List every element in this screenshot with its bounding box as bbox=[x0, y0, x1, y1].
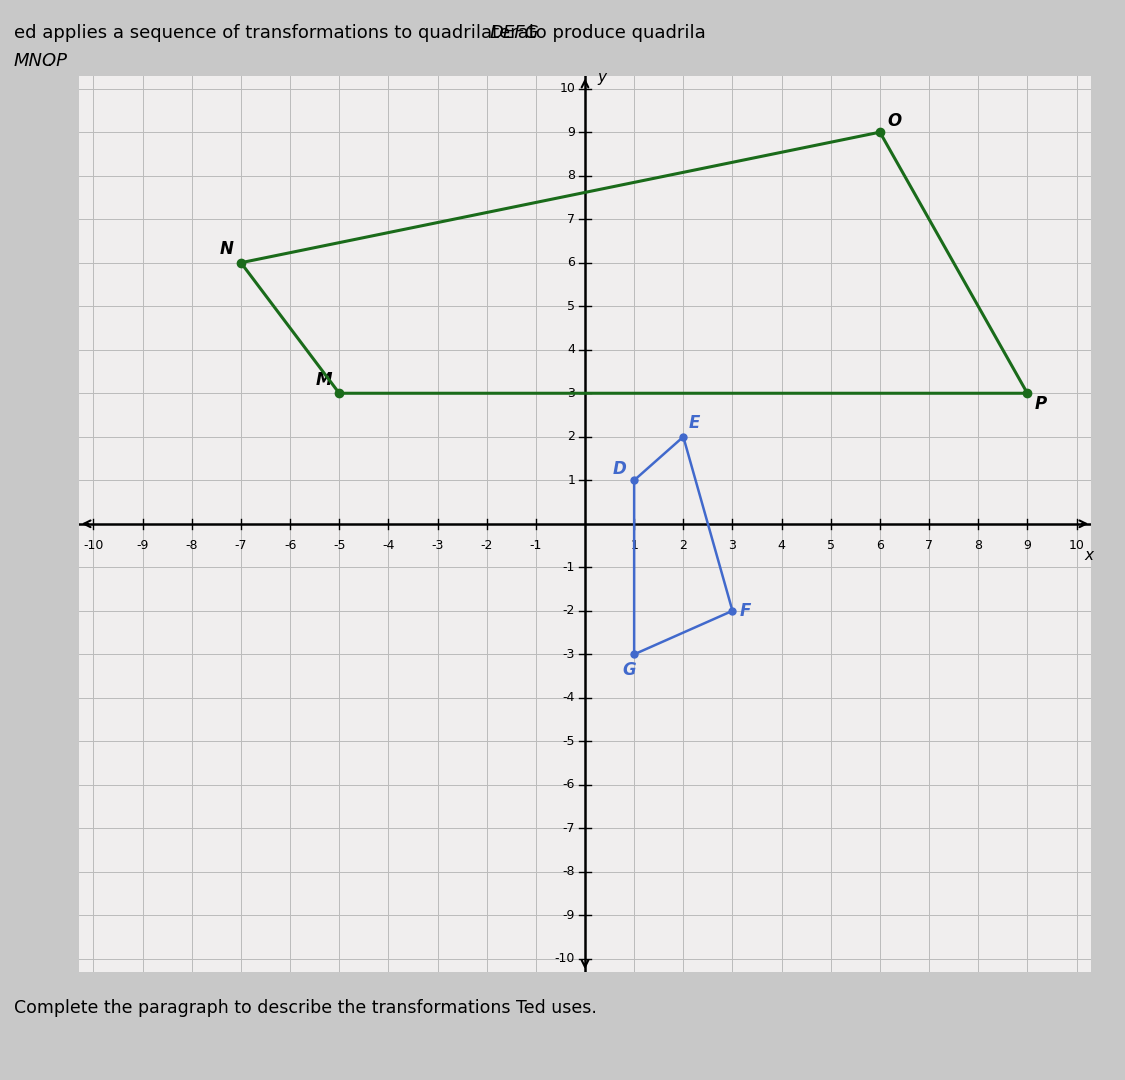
Text: -9: -9 bbox=[136, 539, 148, 552]
Text: 8: 8 bbox=[567, 170, 575, 183]
Text: 10: 10 bbox=[1069, 539, 1084, 552]
Text: -8: -8 bbox=[186, 539, 198, 552]
Text: -5: -5 bbox=[562, 734, 575, 747]
Text: 3: 3 bbox=[729, 539, 737, 552]
Text: M: M bbox=[315, 370, 332, 389]
Text: O: O bbox=[888, 112, 901, 130]
Text: -3: -3 bbox=[562, 648, 575, 661]
Text: -8: -8 bbox=[562, 865, 575, 878]
Text: -4: -4 bbox=[562, 691, 575, 704]
Text: -1: -1 bbox=[530, 539, 542, 552]
Text: -7: -7 bbox=[235, 539, 248, 552]
Text: 8: 8 bbox=[974, 539, 982, 552]
Text: -4: -4 bbox=[382, 539, 395, 552]
Text: 5: 5 bbox=[567, 300, 575, 313]
Text: 9: 9 bbox=[567, 125, 575, 138]
Text: -6: -6 bbox=[562, 779, 575, 792]
Text: ed applies a sequence of transformations to quadrilateral: ed applies a sequence of transformations… bbox=[14, 24, 539, 42]
Text: -9: -9 bbox=[562, 909, 575, 922]
Text: MNOP: MNOP bbox=[14, 52, 68, 70]
Text: Complete the paragraph to describe the transformations Ted uses.: Complete the paragraph to describe the t… bbox=[14, 999, 596, 1017]
Text: 4: 4 bbox=[567, 343, 575, 356]
Text: 2: 2 bbox=[567, 430, 575, 443]
Text: F: F bbox=[740, 602, 752, 620]
Text: DEFG: DEFG bbox=[489, 24, 540, 42]
Text: P: P bbox=[1035, 395, 1047, 414]
Text: 1: 1 bbox=[630, 539, 638, 552]
Text: 4: 4 bbox=[777, 539, 785, 552]
Text: 7: 7 bbox=[567, 213, 575, 226]
Text: 10: 10 bbox=[559, 82, 575, 95]
Text: D: D bbox=[613, 460, 627, 478]
Text: E: E bbox=[688, 415, 700, 432]
Text: 6: 6 bbox=[876, 539, 884, 552]
Text: -6: -6 bbox=[284, 539, 296, 552]
Text: 1: 1 bbox=[567, 474, 575, 487]
Text: 6: 6 bbox=[567, 256, 575, 269]
Text: 7: 7 bbox=[925, 539, 933, 552]
Text: -5: -5 bbox=[333, 539, 345, 552]
Text: 5: 5 bbox=[827, 539, 835, 552]
Text: to produce quadrila: to produce quadrila bbox=[523, 24, 705, 42]
Text: G: G bbox=[622, 661, 636, 679]
Text: 2: 2 bbox=[680, 539, 687, 552]
Text: y: y bbox=[597, 70, 606, 85]
Text: 9: 9 bbox=[1024, 539, 1032, 552]
Text: N: N bbox=[219, 241, 234, 258]
Text: -2: -2 bbox=[480, 539, 493, 552]
Text: -3: -3 bbox=[431, 539, 443, 552]
Text: -10: -10 bbox=[83, 539, 104, 552]
Text: -2: -2 bbox=[562, 605, 575, 618]
Text: .: . bbox=[46, 52, 52, 70]
Text: x: x bbox=[1084, 548, 1094, 563]
Text: -1: -1 bbox=[562, 561, 575, 573]
Text: 3: 3 bbox=[567, 387, 575, 400]
Text: -10: -10 bbox=[555, 953, 575, 966]
Text: -7: -7 bbox=[562, 822, 575, 835]
